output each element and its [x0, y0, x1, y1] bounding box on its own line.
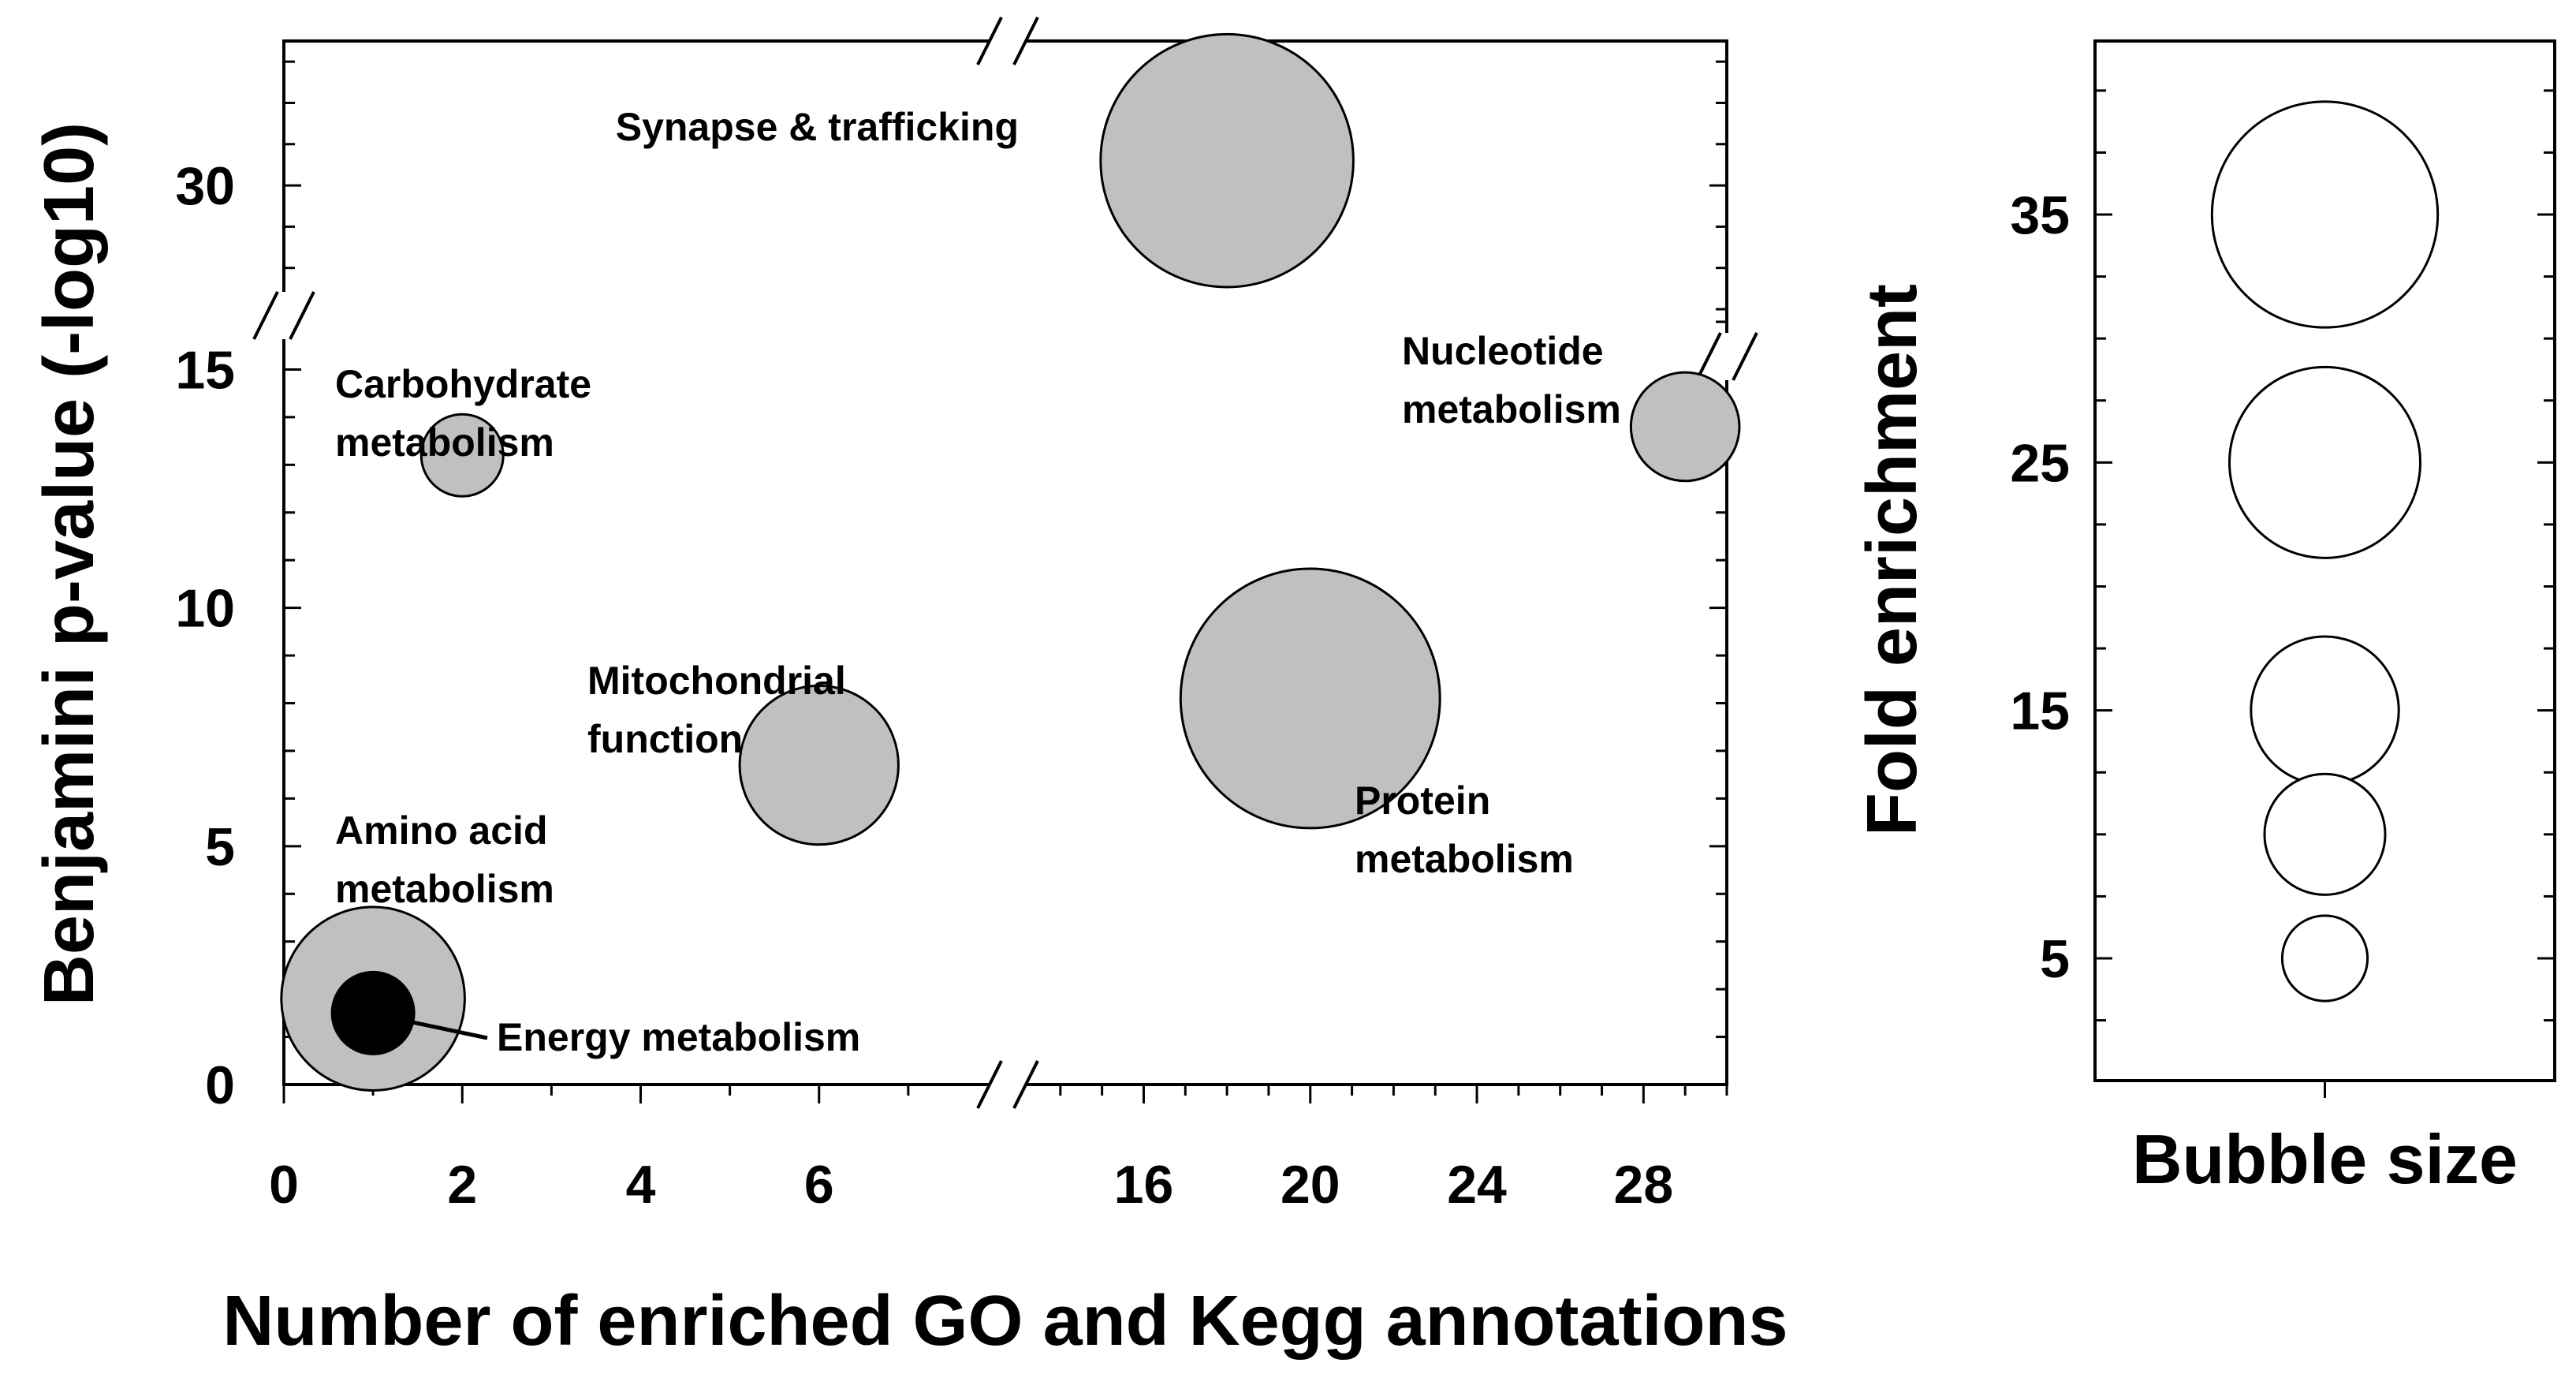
- legend-bubble-5: [2280, 914, 2369, 1003]
- x-tick-label: 20: [1281, 1155, 1340, 1215]
- x-tick-label: 28: [1614, 1155, 1674, 1215]
- legend-y-tick-label: 5: [2040, 929, 2070, 989]
- y-axis-title: Benjamini p-value (-log10): [30, 122, 109, 1006]
- x-tick-label: 4: [626, 1155, 656, 1215]
- y-tick-label: 10: [175, 579, 235, 639]
- annotation-synapse: Synapse & trafficking: [616, 105, 1019, 149]
- energy-arrow: [389, 1010, 488, 1040]
- y-tick-label: 30: [175, 156, 235, 216]
- bubble-protein-metabolism: [1179, 567, 1441, 830]
- y-axis-break-left: [252, 291, 315, 340]
- legend-y-axis-title: Fold enrichment: [1853, 284, 1932, 836]
- legend-bubble-15: [2250, 635, 2400, 786]
- annotation-mitochondrial: function: [587, 717, 743, 761]
- bubble-synapse-trafficking: [1099, 32, 1355, 289]
- y-tick-label: 5: [205, 817, 235, 877]
- legend-bubble-25: [2228, 365, 2421, 559]
- legend-y-tick-label: 35: [2010, 185, 2070, 245]
- legend-bubble-10: [2263, 772, 2387, 896]
- bubble-energy-metabolism: [330, 970, 416, 1055]
- annotation-amino: metabolism: [335, 867, 554, 911]
- x-axis-break-bottom: [976, 1060, 1039, 1109]
- annotation-amino: Amino acid: [335, 808, 547, 853]
- y-tick-label: 15: [175, 340, 235, 400]
- x-axis-break-top: [976, 17, 1039, 65]
- x-tick-label: 6: [804, 1155, 834, 1215]
- annotation-carbohydrate: Carbohydrate: [335, 362, 591, 406]
- x-tick-label: 2: [447, 1155, 477, 1215]
- x-tick-label: 24: [1447, 1155, 1507, 1215]
- annotation-carbohydrate: metabolism: [335, 420, 554, 465]
- annotation-protein: metabolism: [1355, 837, 1574, 881]
- y-axis-break-right: [1695, 332, 1758, 381]
- legend-y-tick-label: 25: [2010, 433, 2070, 493]
- bubble-nucleotide-metabolism: [1629, 371, 1741, 483]
- y-tick-label: 0: [205, 1055, 235, 1115]
- annotation-nucleotide: metabolism: [1402, 387, 1621, 431]
- annotation-mitochondrial: Mitochondrial: [587, 659, 846, 703]
- x-tick-label: 16: [1114, 1155, 1174, 1215]
- x-tick-label: 0: [269, 1155, 299, 1215]
- bubble-mitochondrial-function: [738, 684, 900, 846]
- annotation-protein: Protein: [1355, 779, 1490, 823]
- legend-y-tick-label: 15: [2010, 681, 2070, 741]
- bubble-carbohydrate-metabolism: [419, 413, 505, 498]
- annotation-energy: Energy metabolism: [497, 1015, 860, 1059]
- legend-bubble-35: [2210, 100, 2440, 329]
- x-axis-title: Number of enriched GO and Kegg annotatio…: [222, 1282, 1788, 1361]
- annotation-nucleotide: Nucleotide: [1402, 329, 1604, 373]
- legend-x-axis-title: Bubble size: [2132, 1120, 2518, 1198]
- legend-plot: 5 15 25 35 Bubble size Fold enrichment: [1853, 39, 2556, 1198]
